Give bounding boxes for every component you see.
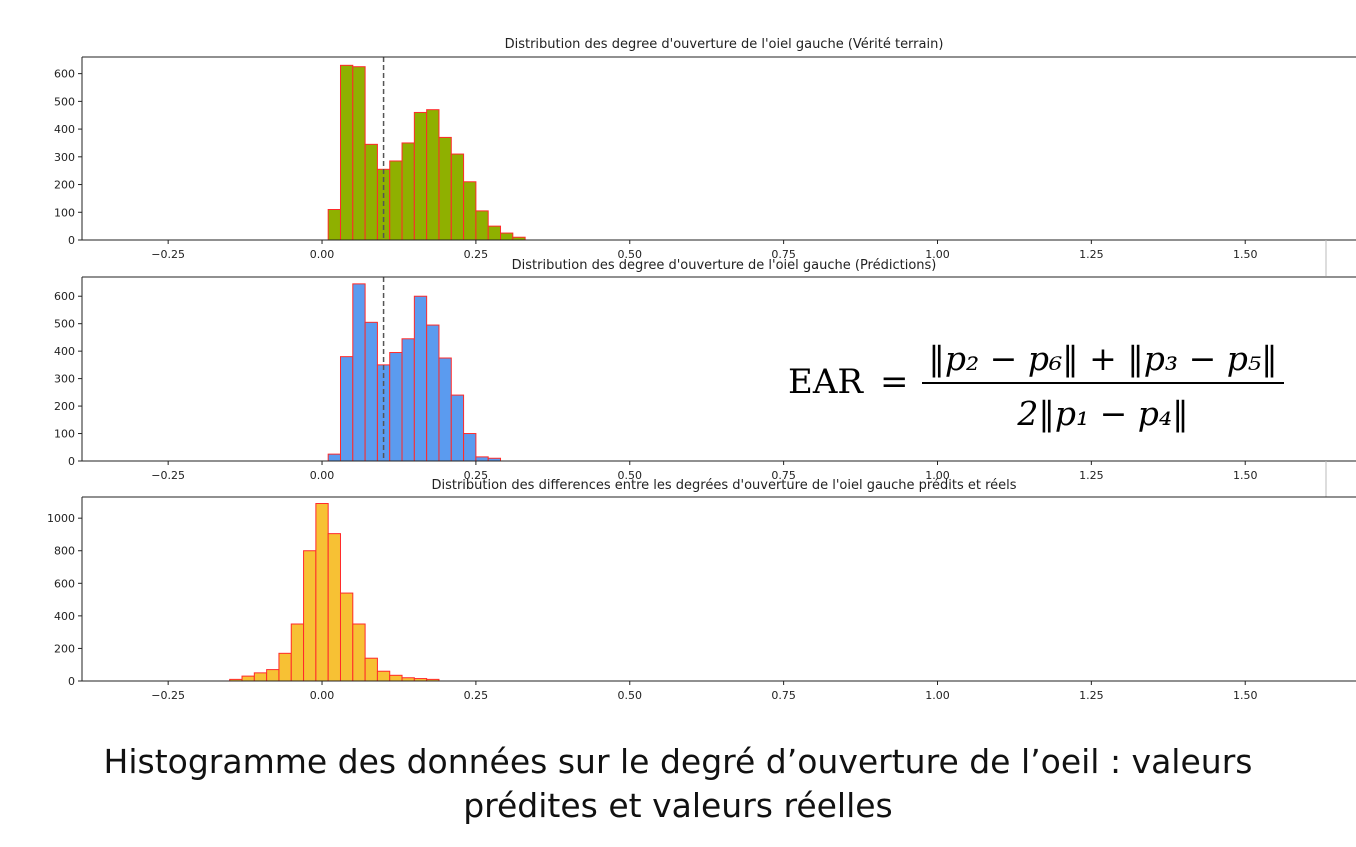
plot-0-bar-6	[401, 142, 415, 241]
plot-2-y-tick-label-4: 800	[54, 545, 75, 558]
plot-1-bar-1	[339, 356, 354, 462]
plot-1-bar-11	[463, 433, 477, 462]
caption-line-2: prédites et valeurs réelles	[463, 786, 893, 825]
plot-2-title: Distribution des differences entre les d…	[431, 478, 1016, 493]
plot-2-bar-10	[352, 623, 366, 682]
plot-2-x-tick-label-7: 1.50	[1233, 689, 1258, 702]
plot-0-y-tick-label-2: 200	[54, 179, 75, 192]
formula-equals: =	[880, 362, 909, 402]
plot-2-y-tick-label-2: 400	[54, 610, 75, 623]
plot-2-x-tick-label-5: 1.00	[925, 689, 950, 702]
plot-2-bar-12	[376, 670, 391, 682]
plot-0-x-tick-label-5: 1.00	[925, 248, 950, 261]
plot-1-x-tick-label-6: 1.25	[1079, 469, 1104, 482]
plot-1-y-tick-label-3: 300	[54, 373, 75, 386]
plot-0-x-tick-label-2: 0.25	[464, 248, 489, 261]
plot-0-bar-7	[413, 111, 428, 241]
plot-1-x-tick-label-5: 1.00	[925, 469, 950, 482]
plot-0-y-tick-label-1: 100	[54, 206, 75, 219]
plot-0-y-tick-label-4: 400	[54, 123, 75, 136]
plot-0-bar-8	[426, 109, 440, 241]
plot-2-x-tick-label-4: 0.75	[771, 689, 796, 702]
caption-line-1: Histogramme des données sur le degré d’o…	[103, 742, 1253, 781]
plot-2-bar-13	[389, 674, 403, 682]
plot-0-bar-13	[487, 225, 502, 241]
plot-1-x-tick-label-2: 0.25	[464, 469, 489, 482]
plot-0-bar-14	[500, 232, 514, 241]
plot-2-bar-1	[241, 675, 255, 682]
plot-1-bar-12	[475, 456, 489, 462]
plot-1-bar-10	[450, 394, 465, 462]
plot-1-bar-5	[389, 352, 403, 462]
plot-0-bar-5	[389, 160, 403, 241]
plot-ground-truth: Distribution des degree d'ouverture de l…	[54, 37, 1356, 276]
plot-1-bar-0	[327, 453, 341, 462]
plot-2-bar-5	[290, 623, 305, 682]
plot-2-bar-2	[253, 672, 268, 682]
formula-denominator: 2‖p₁ − p₄‖	[1016, 394, 1188, 433]
plot-1-x-tick-label-4: 0.75	[771, 469, 796, 482]
plot-1-y-tick-label-5: 500	[54, 318, 75, 331]
plot-0-title: Distribution des degree d'ouverture de l…	[505, 37, 944, 52]
formula-lhs: EAR	[788, 362, 864, 402]
plot-0-bar-9	[438, 136, 452, 241]
histogram-figure: Distribution des degree d'ouverture de l…	[47, 37, 1356, 702]
plot-1-y-tick-label-4: 400	[54, 345, 75, 358]
plot-0-bar-10	[450, 153, 465, 241]
plot-1-x-tick-label-7: 1.50	[1233, 469, 1258, 482]
plot-2-y-tick-label-0: 0	[68, 675, 75, 688]
plot-2-bar-4	[278, 652, 292, 682]
plot-0-y-tick-label-6: 600	[54, 68, 75, 81]
plot-0-bar-3	[364, 143, 378, 241]
plot-1-y-tick-label-0: 0	[68, 455, 75, 468]
plot-2-bar-11	[364, 657, 378, 682]
plot-2-bar-9	[339, 592, 354, 682]
plot-0-bar-2	[352, 66, 366, 241]
plot-0-bar-12	[475, 210, 489, 241]
plot-2-bar-6	[303, 550, 317, 682]
plot-0-x-tick-label-3: 0.50	[618, 248, 643, 261]
plot-1-bar-6	[401, 338, 415, 462]
plot-2-y-tick-label-3: 600	[54, 577, 75, 590]
plot-1-x-tick-label-0: −0.25	[151, 469, 185, 482]
plot-1-bar-3	[364, 321, 378, 462]
plot-1-x-tick-label-3: 0.50	[618, 469, 643, 482]
ear-formula: EAR = ‖p₂ − p₆‖ + ‖p₃ − p₅‖ 2‖p₁ − p₄‖	[788, 339, 1284, 433]
plot-0-bar-0	[327, 209, 341, 241]
plot-predictions: Distribution des degree d'ouverture de l…	[54, 258, 1356, 497]
plot-2-x-tick-label-1: 0.00	[310, 689, 335, 702]
plot-2-y-tick-label-5: 1000	[47, 512, 75, 525]
figure-caption: Histogramme des données sur le degré d’o…	[0, 740, 1356, 828]
plot-1-bar-8	[426, 324, 440, 462]
formula-numerator: ‖p₂ − p₆‖ + ‖p₃ − p₅‖	[928, 339, 1277, 378]
plot-0-y-tick-label-5: 500	[54, 95, 75, 108]
plot-0-x-tick-label-7: 1.50	[1233, 248, 1258, 261]
plot-1-y-tick-label-2: 200	[54, 400, 75, 413]
plot-2-x-tick-label-2: 0.25	[464, 689, 489, 702]
plot-1-title: Distribution des degree d'ouverture de l…	[512, 258, 937, 273]
plot-2-bar-8	[327, 533, 341, 682]
plot-0-x-tick-label-0: −0.25	[151, 248, 185, 261]
plot-2-y-tick-label-1: 200	[54, 642, 75, 655]
plot-2-x-tick-label-0: −0.25	[151, 689, 185, 702]
plot-0-y-tick-label-3: 300	[54, 151, 75, 164]
plot-2-x-tick-label-6: 1.25	[1079, 689, 1104, 702]
plot-0-bar-1	[339, 64, 354, 241]
plot-0-x-tick-label-1: 0.00	[310, 248, 335, 261]
plot-0-bar-11	[463, 181, 477, 241]
plot-1-y-tick-label-1: 100	[54, 428, 75, 441]
plot-1-bar-9	[438, 357, 452, 462]
plot-2-bar-7	[315, 503, 329, 682]
plot-2-bar-3	[266, 669, 280, 682]
plot-1-y-tick-label-6: 600	[54, 290, 75, 303]
plot-2-x-tick-label-3: 0.50	[618, 689, 643, 702]
plot-0-x-tick-label-4: 0.75	[771, 248, 796, 261]
plot-1-bar-2	[352, 283, 366, 462]
plot-1-bar-7	[413, 295, 428, 462]
plot-1-x-tick-label-1: 0.00	[310, 469, 335, 482]
plot-differences: Distribution des differences entre les d…	[47, 478, 1356, 702]
plot-0-x-tick-label-6: 1.25	[1079, 248, 1104, 261]
plot-0-y-tick-label-0: 0	[68, 234, 75, 247]
